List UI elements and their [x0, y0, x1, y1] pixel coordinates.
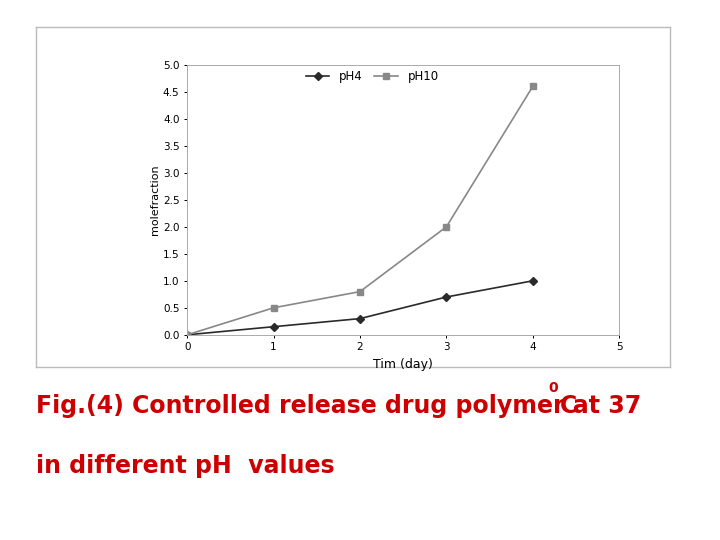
pH10	[269, 305, 278, 311]
pH10	[356, 288, 364, 295]
pH10	[442, 224, 451, 230]
Legend: pH4, pH10: pH4, pH10	[301, 65, 444, 87]
Text: C: C	[560, 394, 577, 418]
pH10	[183, 332, 192, 338]
pH4	[183, 332, 192, 338]
Text: 0: 0	[549, 381, 558, 395]
pH4	[356, 315, 364, 322]
Text: Fig.(4) Controlled release drug polymer at 37: Fig.(4) Controlled release drug polymer …	[36, 394, 642, 418]
Text: in different pH  values: in different pH values	[36, 454, 335, 477]
Line: pH4: pH4	[184, 278, 536, 338]
pH4	[269, 323, 278, 330]
pH4	[528, 278, 537, 284]
Line: pH10: pH10	[184, 83, 536, 338]
pH4	[442, 294, 451, 300]
X-axis label: Tim (day): Tim (day)	[373, 358, 433, 371]
Y-axis label: molefraction: molefraction	[150, 165, 160, 235]
pH10	[528, 83, 537, 90]
